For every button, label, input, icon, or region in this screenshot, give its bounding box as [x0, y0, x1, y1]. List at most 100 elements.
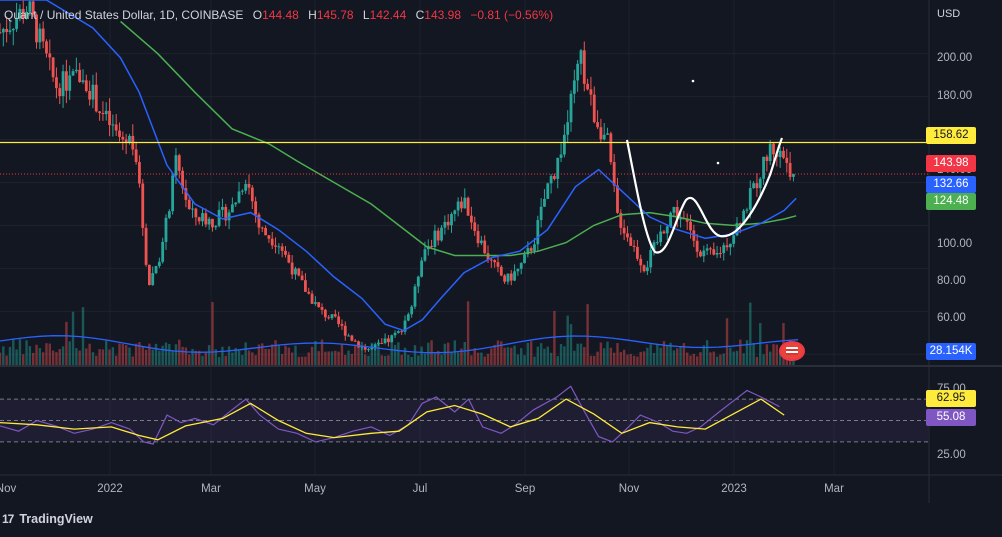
candle-body: [549, 176, 553, 184]
volume-bar: [131, 356, 134, 365]
candle-body: [240, 190, 244, 192]
volume-bar: [234, 348, 237, 365]
volume-bar: [480, 352, 483, 365]
volume-bar: [0, 352, 2, 365]
volume-bar: [705, 340, 709, 365]
volume-bar: [390, 341, 393, 365]
candle-body: [526, 248, 530, 255]
candle-body: [154, 266, 158, 274]
x-tick: Mar: [824, 483, 844, 495]
volume-bar: [476, 352, 480, 365]
volume-bar: [284, 345, 287, 365]
candle-body: [692, 230, 696, 241]
volume-bar: [261, 343, 264, 365]
volume-bar: [397, 342, 400, 365]
candle-body: [645, 267, 649, 272]
volume-bar: [357, 346, 360, 365]
candle-body: [546, 183, 550, 199]
volume-bar: [569, 324, 573, 365]
volume-bar: [629, 353, 632, 365]
volume-bar: [211, 302, 214, 365]
tradingview-logo[interactable]: 17 TradingView: [2, 512, 93, 526]
candle-body: [257, 214, 261, 228]
candle-body: [493, 260, 497, 263]
candle-body: [343, 325, 347, 336]
volume-bar: [460, 348, 463, 365]
us-economic-event-icon[interactable]: [779, 341, 805, 361]
volume-bar: [762, 354, 765, 365]
candle-body: [649, 250, 653, 268]
candle-body: [390, 335, 394, 343]
candle-body: [194, 208, 198, 218]
candle-body: [313, 302, 317, 304]
symbol-title[interactable]: Quant / United States Dollar, 1D, COINBA…: [4, 8, 244, 22]
candle-body: [456, 201, 460, 211]
candle-body: [177, 155, 181, 171]
candle-body: [277, 246, 281, 248]
candle-body: [94, 84, 98, 112]
volume-bar: [271, 344, 274, 365]
candle-body: [28, 1, 32, 12]
candle-body: [144, 227, 148, 265]
price-tick: 80.00: [937, 275, 966, 287]
volume-bar: [652, 352, 656, 365]
volume-bar: [619, 352, 623, 365]
candle-body: [101, 113, 105, 115]
volume-bar: [622, 349, 626, 365]
x-tick: Nov: [0, 483, 17, 495]
candle-body: [679, 218, 682, 220]
volume-bar: [168, 343, 171, 365]
volume-bar: [217, 356, 221, 365]
candle-body: [636, 246, 639, 259]
candle-body: [270, 238, 274, 246]
volume-bar: [739, 339, 742, 365]
currency-label[interactable]: USD: [937, 8, 961, 20]
volume-bar: [221, 346, 224, 365]
volume-bar: [360, 341, 364, 365]
volume-bar: [383, 355, 387, 365]
volume-bar: [679, 345, 682, 365]
candle-body: [689, 221, 692, 231]
candle-body: [489, 259, 493, 261]
volume-bar: [769, 351, 772, 365]
candle-body: [147, 264, 151, 286]
candle-body: [406, 314, 410, 321]
candle-body: [164, 217, 168, 242]
candle-body: [582, 50, 586, 84]
low-label: L: [362, 8, 370, 22]
candle-body: [197, 217, 201, 222]
volume-bar: [410, 356, 413, 365]
volume-bar: [227, 346, 231, 365]
x-tick: Nov: [618, 483, 640, 495]
volume-bar: [563, 346, 566, 365]
candle-body: [665, 226, 669, 234]
last-price-badge: 143.98: [926, 155, 976, 172]
volume-bar: [25, 340, 28, 365]
candle-body: [224, 206, 228, 221]
candle-body: [486, 253, 490, 260]
candle-body: [304, 280, 307, 292]
candle-body: [460, 201, 463, 209]
volume-bar: [128, 347, 131, 365]
volume-bar: [662, 341, 666, 365]
candle-body: [606, 133, 609, 135]
volume-bar: [95, 355, 98, 365]
volume-bar: [267, 349, 271, 365]
candle-body: [280, 246, 284, 251]
volume-bar: [324, 351, 327, 365]
volume-bar: [659, 347, 662, 365]
candle-body: [513, 271, 516, 281]
candle-body: [745, 209, 749, 211]
candle-body: [413, 286, 417, 307]
candle-body: [715, 253, 719, 255]
candle-body: [450, 214, 453, 226]
high-label: H: [308, 8, 317, 22]
candle-body: [244, 183, 248, 191]
rsi-ma-badge: 62.95: [926, 390, 976, 407]
volume-bar: [732, 351, 735, 365]
volume-bar: [121, 344, 125, 365]
volume-bar: [114, 355, 118, 365]
volume-bar: [583, 347, 586, 365]
candle-body: [772, 143, 775, 155]
